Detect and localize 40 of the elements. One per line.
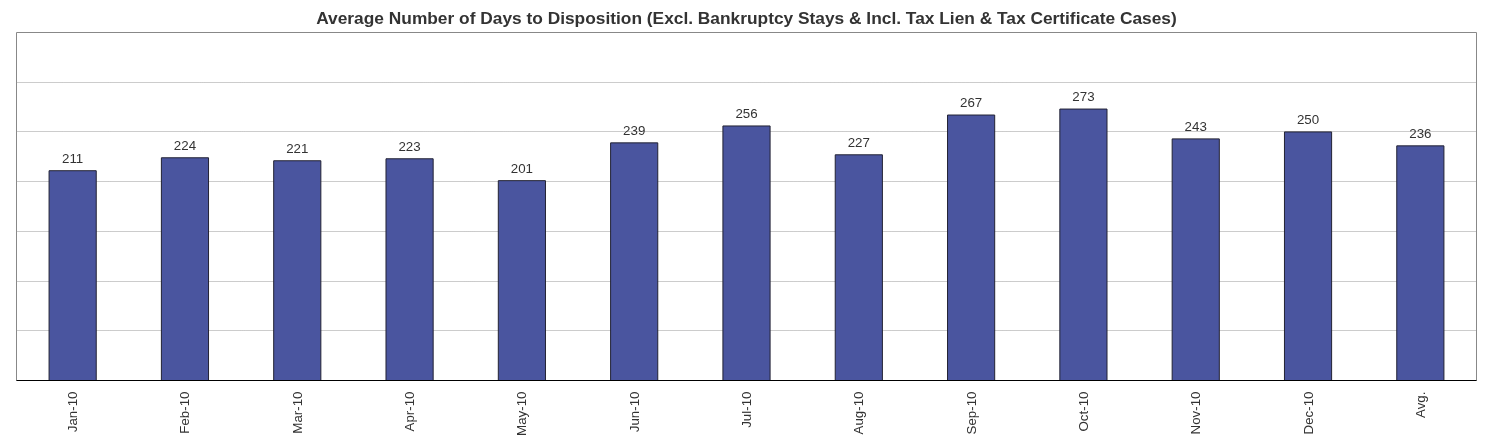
x-tick-label: Jun-10 [626, 391, 642, 433]
data-label: 201 [510, 160, 534, 176]
data-label: 211 [62, 150, 84, 166]
bar [48, 170, 97, 381]
bar [273, 160, 322, 381]
x-tick-label: Apr-10 [402, 391, 418, 432]
data-label: 221 [286, 140, 309, 156]
bar [610, 142, 659, 381]
bar [1059, 108, 1108, 381]
data-label: 224 [173, 137, 197, 153]
x-tick-label: Aug-10 [851, 391, 867, 435]
x-tick-label: Feb-10 [177, 391, 193, 434]
x-tick-label: Oct-10 [1075, 391, 1091, 432]
bar [722, 125, 771, 381]
bar [1396, 145, 1445, 381]
x-tick-label: Sep-10 [963, 391, 979, 435]
data-label: 227 [847, 134, 870, 150]
x-tick-label: May-10 [514, 391, 530, 436]
bar [1283, 131, 1333, 381]
x-tick-label: Avg. [1412, 391, 1428, 418]
bar [497, 180, 546, 381]
x-tick-label: Mar-10 [289, 391, 305, 434]
x-tick-label: Jan-10 [65, 391, 81, 433]
bar [385, 158, 434, 381]
data-label: 273 [1072, 89, 1095, 105]
bar [160, 157, 210, 381]
bar [1171, 138, 1220, 381]
x-tick-label: Jul-10 [739, 391, 754, 428]
data-label: 236 [1409, 125, 1432, 141]
data-label: 239 [623, 122, 646, 138]
chart-title: Average Number of Days to Disposition (Excl. Bankruptcy Stays & Incl. Tax Lien & Tax Certificate Cases) [316, 7, 1177, 28]
x-tick-label: Dec-10 [1300, 391, 1316, 435]
data-label: 243 [1184, 118, 1207, 134]
bar [947, 114, 996, 381]
bar [834, 154, 883, 381]
data-label: 267 [960, 95, 983, 111]
x-tick-label: Nov-10 [1188, 391, 1204, 435]
data-label: 223 [398, 138, 421, 154]
data-label: 250 [1296, 111, 1320, 127]
data-label: 256 [735, 105, 758, 121]
